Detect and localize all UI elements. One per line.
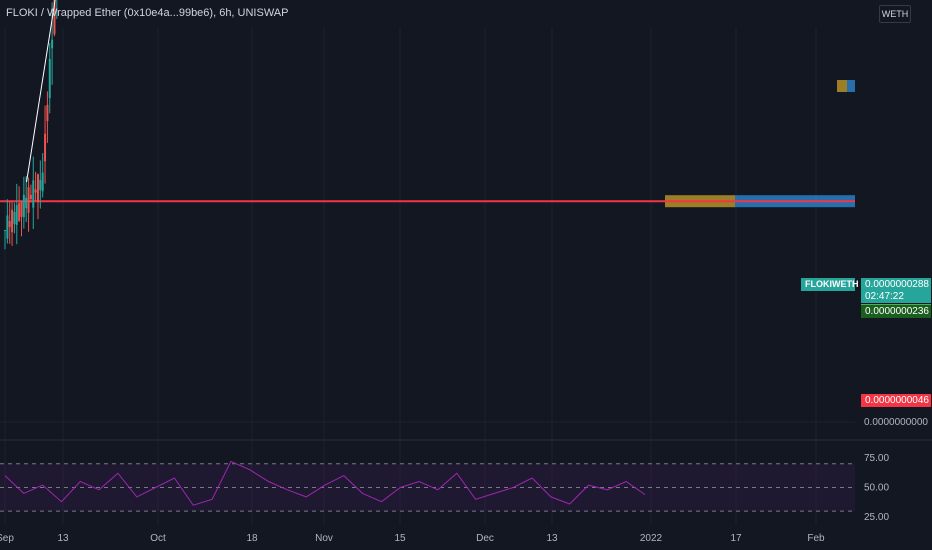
- candle-body: [20, 201, 23, 217]
- time-axis-label: Sep: [0, 533, 14, 544]
- candle-body: [53, 0, 56, 35]
- candle-body: [41, 172, 44, 192]
- time-axis-label: Oct: [150, 533, 166, 544]
- time-axis-label: Dec: [476, 533, 494, 544]
- symbol-title: FLOKI / Wrapped Ether (0x10e4a...99be6),…: [6, 7, 289, 19]
- candle-body: [18, 203, 21, 221]
- volume-profile-bar-up: [837, 80, 847, 92]
- candle-body: [34, 189, 37, 193]
- candle-body: [46, 104, 49, 122]
- candle-body: [4, 230, 6, 231]
- green-line-price-tag: 0.0000000236: [861, 304, 931, 318]
- rsi-scale-label: 50.00: [864, 482, 889, 493]
- candle-body: [29, 194, 32, 200]
- candle-body: [48, 58, 51, 99]
- time-axis-label: 2022: [640, 533, 663, 544]
- trendline-2: [26, 0, 56, 183]
- rsi-line: [4, 460, 646, 506]
- rsi-scale-label: 25.00: [864, 512, 889, 523]
- time-axis-label: 15: [394, 533, 406, 544]
- candle-body: [25, 197, 28, 209]
- time-axis-label: 17: [730, 533, 742, 544]
- candle-body: [39, 179, 42, 191]
- candle-body: [32, 180, 35, 208]
- candle-body: [44, 133, 47, 162]
- bar-countdown-tag: 02:47:22: [861, 290, 931, 303]
- time-axis-label: 18: [246, 533, 258, 544]
- time-axis-label: 13: [546, 533, 558, 544]
- candle-body: [27, 187, 30, 213]
- price-scale-label: 0.0000000000: [864, 417, 928, 428]
- currency-button[interactable]: WETH: [879, 5, 911, 23]
- last-price-tag: 0.0000000288: [861, 278, 931, 291]
- time-axis-label: Feb: [807, 533, 825, 544]
- candle-body: [36, 174, 39, 202]
- rsi-scale-label: 75.00: [864, 453, 889, 464]
- candle-body: [11, 209, 14, 233]
- red-line-price-tag: 0.0000000046: [861, 394, 931, 407]
- candle-body: [15, 205, 18, 225]
- symbol-price-tag: FLOKIWETH: [801, 278, 859, 291]
- time-axis-label: Nov: [315, 533, 333, 544]
- candle-body: [22, 194, 25, 218]
- time-axis-label: 13: [57, 533, 69, 544]
- candle-body: [6, 215, 9, 239]
- candle-body: [13, 211, 16, 225]
- candle-body: [8, 220, 11, 228]
- candle-body: [51, 39, 54, 49]
- volume-profile-bar-down: [847, 80, 855, 92]
